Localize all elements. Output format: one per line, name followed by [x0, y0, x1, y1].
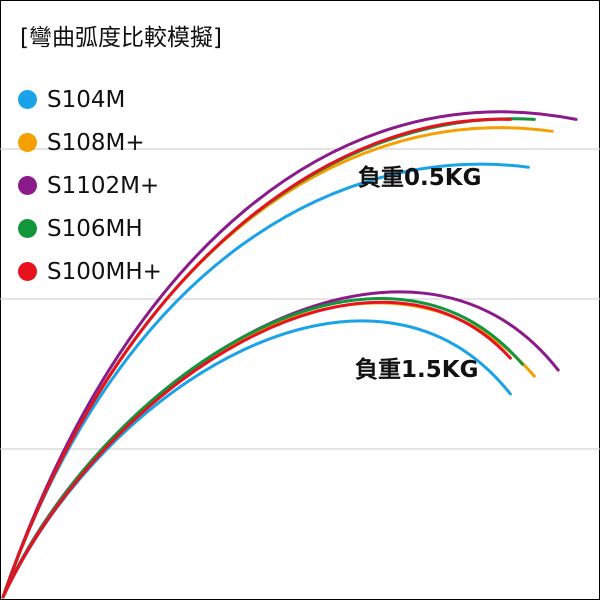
chart-title: [彎曲弧度比較模擬]	[20, 25, 222, 51]
legend-label: S100MH+	[47, 258, 162, 285]
legend-dot-icon	[18, 219, 37, 238]
curves	[1, 110, 578, 599]
legend-item: S108M+	[18, 121, 162, 164]
legend-item: S106MH	[18, 207, 162, 250]
legend-label: S104M	[47, 86, 126, 113]
curve-s100mhplus-1.5kg	[1, 300, 512, 599]
curve-s106mh-1.5kg	[1, 296, 524, 599]
curve-s1102mplus-1.5kg	[1, 290, 560, 599]
legend-item: S104M	[18, 78, 162, 121]
gridlines	[0, 148, 600, 450]
legend-item: S100MH+	[18, 250, 162, 293]
load-label-1.5kg: 負重1.5KG	[355, 357, 479, 383]
legend-label: S1102M+	[47, 172, 160, 199]
legend-dot-icon	[18, 90, 37, 109]
legend-dot-icon	[18, 176, 37, 195]
legend: S104M S108M+ S1102M+ S106MH S100MH+	[18, 78, 162, 293]
legend-dot-icon	[18, 133, 37, 152]
curve-s100mhplus-0.5kg	[1, 117, 512, 599]
legend-label: S106MH	[47, 215, 143, 242]
legend-label: S108M+	[47, 129, 145, 156]
curve-s108mplus-1.5kg	[1, 301, 536, 599]
load-label-0.5kg: 負重0.5KG	[358, 165, 482, 191]
legend-item: S1102M+	[18, 164, 162, 207]
legend-dot-icon	[18, 262, 37, 281]
